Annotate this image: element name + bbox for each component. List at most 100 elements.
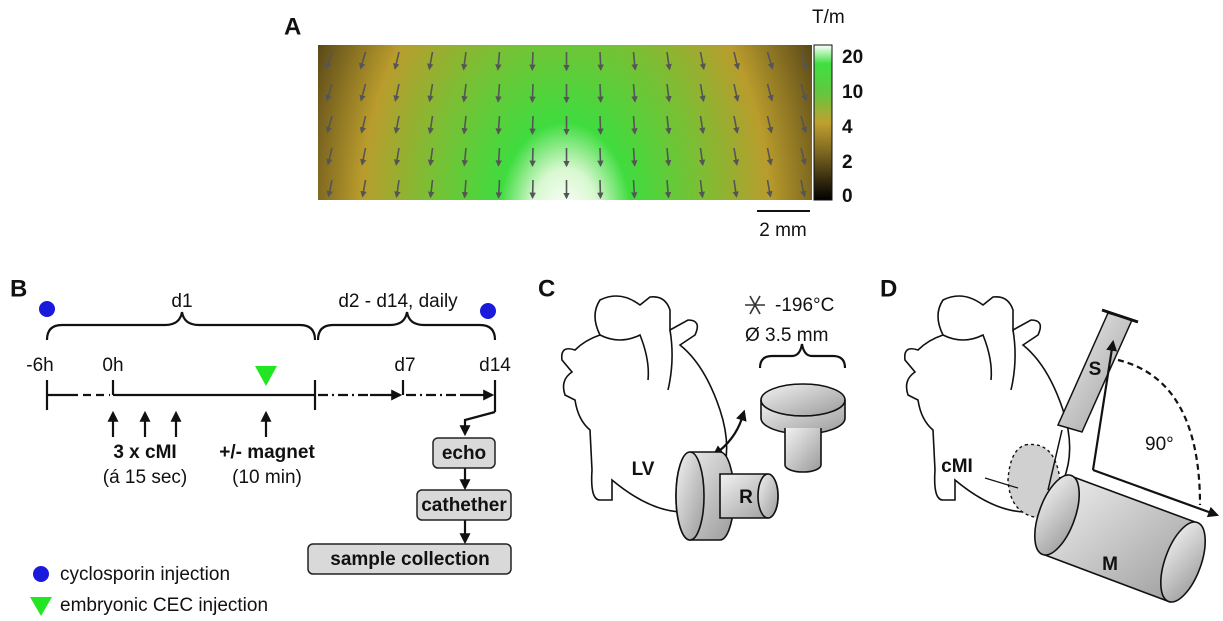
treatment-title: +/- magnet [219, 442, 315, 463]
brace [316, 311, 497, 341]
field-arrow [393, 115, 400, 134]
field-arrow [699, 51, 706, 71]
magnet [1160, 521, 1206, 603]
colorbar-unit: T/m [812, 7, 845, 28]
leader-line [984, 477, 1019, 489]
axis-arrow [1092, 468, 1220, 518]
field-arrow [631, 115, 638, 135]
treatment-title: 3 x cMI [113, 442, 176, 463]
field-arrow [495, 51, 502, 71]
treatment-detail: (á 15 sec) [103, 467, 187, 488]
field-arrow [529, 51, 536, 72]
field-arrow [495, 83, 502, 103]
step-label: echo [442, 443, 486, 464]
angle-arc [1117, 358, 1202, 506]
field-arrow [766, 147, 773, 166]
field-arrow [664, 179, 672, 199]
ring-probe [757, 473, 779, 519]
field-arrow [529, 115, 536, 136]
timepoint: d14 [479, 355, 511, 376]
legend-marker [33, 566, 49, 582]
field-arrow [394, 179, 401, 198]
cyclosporin-dot [39, 301, 55, 317]
legend-label: embryonic CEC injection [60, 595, 268, 616]
field-arrow [529, 147, 536, 168]
field-arrow [766, 179, 773, 198]
cryo-probe [760, 399, 846, 435]
step-label: cathether [421, 495, 507, 516]
field-arrow [597, 83, 604, 103]
brace-label: d2 - d14, daily [338, 291, 458, 312]
field-arrow [665, 147, 672, 167]
field-arrow [732, 179, 739, 198]
field-arrow [733, 83, 740, 102]
field-arrow [427, 115, 434, 135]
timepoint: 0h [102, 355, 123, 376]
step-box [432, 437, 496, 469]
field-arrow [665, 83, 672, 103]
field-arrow [766, 115, 774, 134]
field-arrow [326, 147, 333, 166]
panel-label: C [538, 275, 555, 302]
probe-label: R [739, 487, 753, 508]
field-arrow [529, 83, 536, 104]
field-arrow [597, 179, 604, 199]
ring-probe [675, 451, 705, 541]
field-arrow [495, 147, 502, 167]
field-arrow [495, 115, 502, 135]
cec-marker [255, 366, 277, 386]
field-arrow [427, 83, 434, 103]
field-arrow [665, 115, 672, 135]
field-arrow [461, 83, 468, 103]
field-arrow [393, 147, 401, 166]
field-arrow [360, 147, 367, 166]
field-arrow [359, 51, 367, 70]
scale-bar-label: 2 mm [759, 220, 807, 241]
colorbar-tick: 0 [842, 186, 853, 207]
field-arrow [699, 115, 706, 135]
field-arrow [766, 51, 774, 70]
panel-label: B [10, 275, 27, 302]
colorbar-tick: 4 [842, 117, 853, 138]
field-arrow [427, 179, 435, 199]
field-arrow [325, 115, 333, 134]
field-arrow [393, 83, 400, 102]
field-arrow [427, 51, 434, 71]
field-arrow [495, 179, 503, 199]
field-arrow [427, 147, 435, 167]
field-arrow [359, 83, 367, 102]
field-arrow [631, 179, 638, 199]
step-box [307, 543, 512, 575]
panel-label: D [880, 275, 897, 302]
field-arrow [631, 83, 638, 103]
brace [758, 343, 847, 369]
colorbar-tick: 20 [842, 47, 863, 68]
colorbar-tick: 2 [842, 152, 853, 173]
field-arrow [800, 147, 807, 166]
cyclosporin-dot [480, 303, 496, 319]
field-arrows [325, 51, 808, 200]
field-arrow [461, 179, 469, 199]
field-arrow [325, 51, 333, 70]
legend-label: cyclosporin injection [60, 564, 230, 585]
diameter: Ø 3.5 mm [745, 325, 828, 346]
step-label: sample collection [330, 549, 489, 570]
field-arrow [800, 83, 808, 102]
timeline [45, 380, 497, 545]
field-arrow [597, 51, 604, 71]
brace-label: d1 [171, 291, 192, 312]
field-arrow [733, 51, 740, 70]
temperature: -196°C [775, 295, 834, 316]
field-arrow [326, 179, 333, 198]
snowflake-icon [745, 295, 765, 315]
field-arrow [699, 83, 706, 103]
panel-label: A [284, 13, 301, 40]
field-arrow [631, 51, 638, 71]
timepoint: -6h [26, 355, 53, 376]
colorbar [813, 44, 833, 201]
field-arrow [359, 115, 367, 134]
magnet-label: M [1102, 554, 1118, 575]
field-arrow [461, 115, 468, 135]
axis-arrow [1091, 339, 1118, 471]
